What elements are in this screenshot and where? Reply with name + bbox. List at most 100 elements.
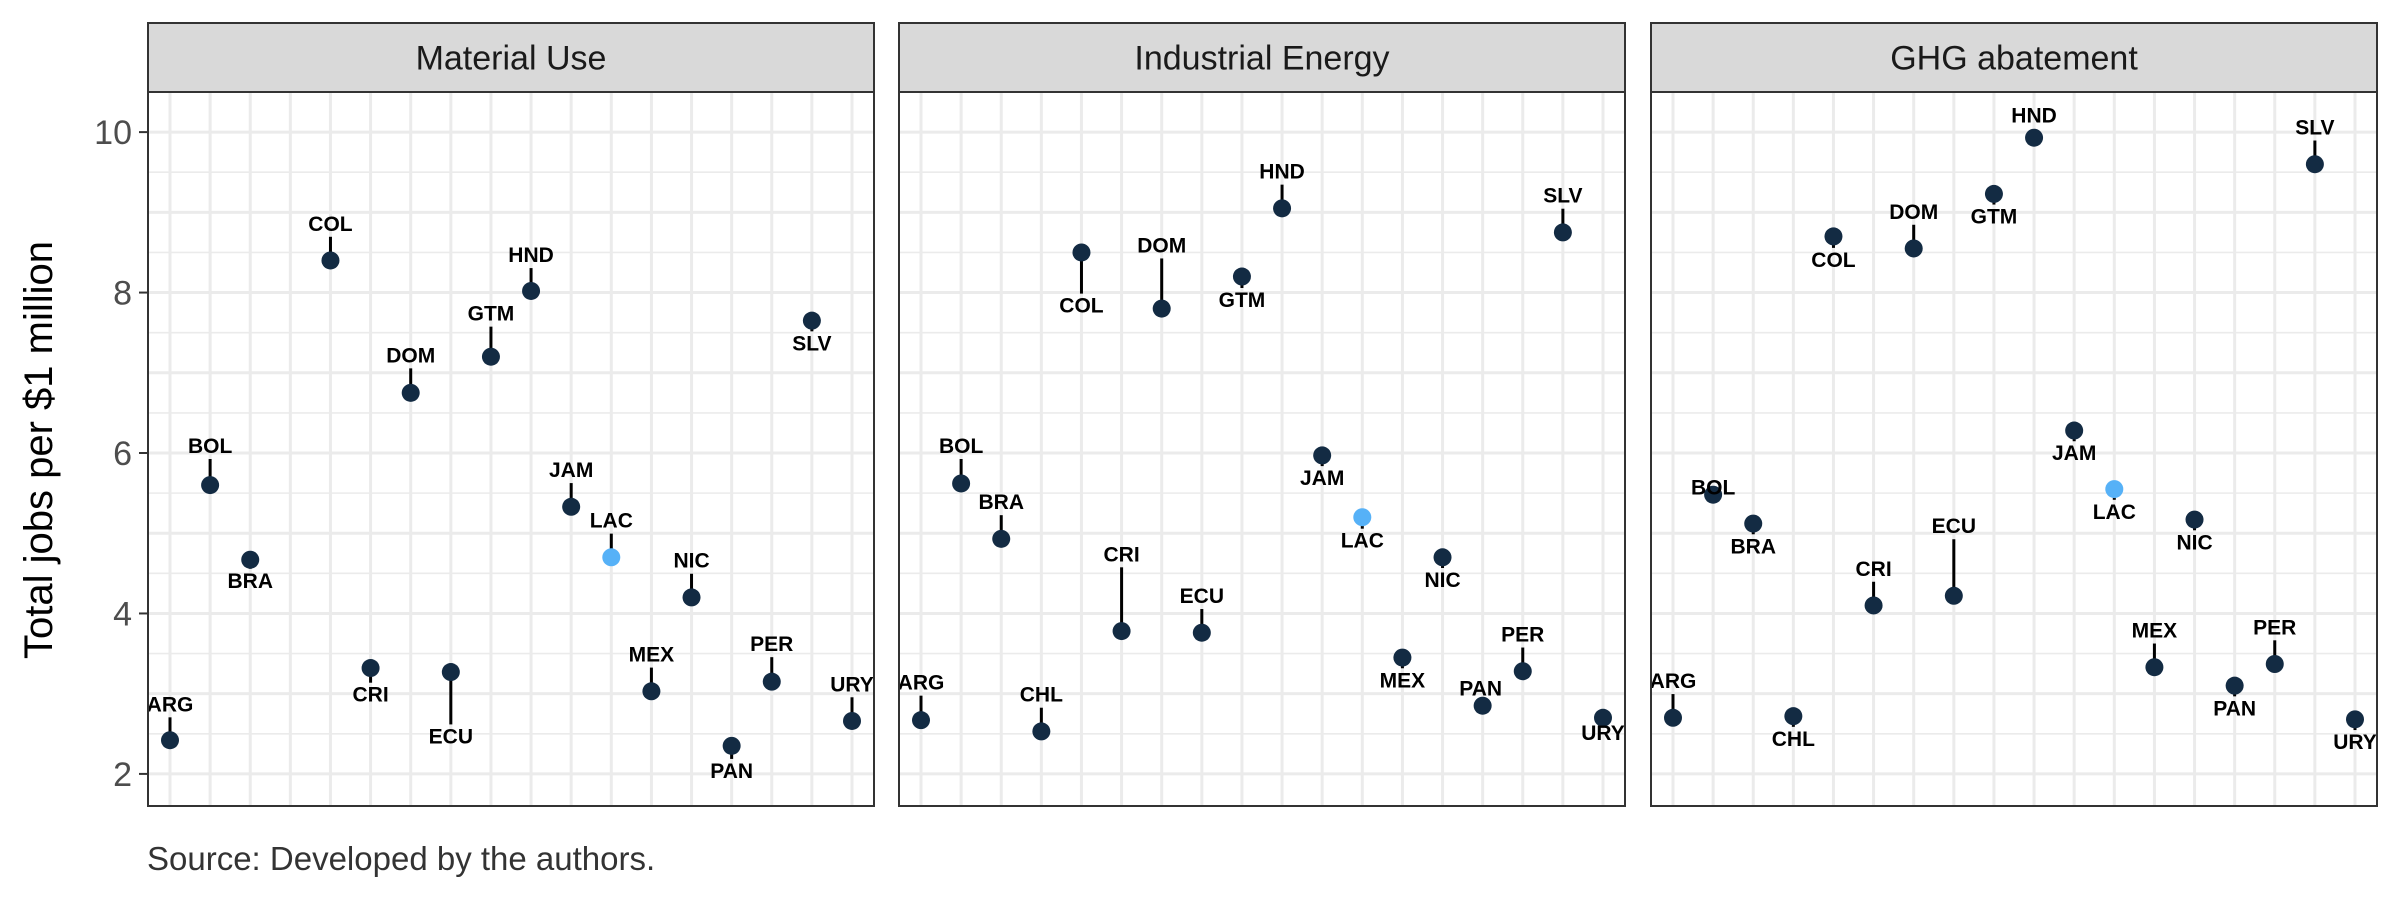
data-point-cri: [361, 659, 380, 678]
facet-strip: [147, 22, 875, 93]
y-tick-label: 10: [94, 114, 132, 152]
data-point-lac: [1353, 508, 1372, 527]
data-point-col: [321, 251, 340, 270]
point-label-nic: NIC: [2176, 531, 2212, 554]
data-point-cri: [1864, 596, 1883, 615]
data-point-pan: [1473, 696, 1492, 715]
y-tick-label: 8: [113, 275, 132, 313]
point-label-cri: CRI: [1104, 543, 1140, 566]
point-label-bol: BOL: [939, 435, 984, 458]
point-label-col: COL: [1059, 295, 1104, 318]
point-label-cri: CRI: [353, 684, 389, 707]
facet-panel: ARG BOL BRA COL CRI DOM ECU GTM HND JAM LAC NIC MEX P…: [147, 22, 875, 807]
data-point-nic: [1433, 548, 1452, 567]
point-label-pan: PAN: [1459, 677, 1502, 700]
data-point-arg: [912, 711, 930, 730]
point-label-hnd: HND: [508, 244, 554, 267]
point-label-arg: ARG: [898, 672, 945, 695]
point-label-nic: NIC: [673, 550, 709, 573]
point-label-hnd: HND: [1259, 161, 1305, 184]
data-point-hnd: [522, 281, 541, 300]
data-point-jam: [2065, 421, 2084, 440]
data-point-cri: [1112, 622, 1131, 641]
data-point-bra: [241, 550, 260, 569]
data-point-ecu: [1944, 586, 1963, 605]
data-point-nic: [2185, 510, 2204, 529]
data-point-mex: [1393, 648, 1412, 667]
data-point-mex: [2145, 658, 2164, 677]
facet-strip: [1650, 22, 2378, 93]
data-point-bra: [1744, 514, 1763, 533]
chart-caption: Source: Developed by the authors.: [147, 840, 655, 877]
panels-layer: 2 4 6 8 10 ARG BOL BRA COL CRI DOM ECU GTM HND JAM LAC N…: [94, 22, 2378, 807]
data-point-lac: [2105, 480, 2124, 499]
data-point-slv: [802, 311, 821, 330]
facet-strip-title: Industrial Energy: [1134, 40, 1389, 78]
point-label-ecu: ECU: [429, 725, 473, 748]
data-point-mex: [642, 682, 661, 701]
point-label-col: COL: [1811, 249, 1856, 272]
point-label-dom: DOM: [1137, 234, 1186, 257]
point-label-per: PER: [750, 633, 793, 656]
point-label-arg: ARG: [147, 693, 194, 716]
y-tick-label: 4: [113, 595, 132, 633]
data-point-gtm: [1232, 267, 1251, 286]
point-label-lac: LAC: [2093, 501, 2136, 524]
point-label-dom: DOM: [1889, 201, 1938, 224]
point-label-bra: BRA: [978, 491, 1024, 514]
point-label-gtm: GTM: [1971, 206, 2018, 229]
point-label-ury: URY: [2333, 731, 2377, 754]
point-label-mex: MEX: [1380, 669, 1426, 692]
data-point-col: [1824, 227, 1843, 246]
point-label-pan: PAN: [2213, 697, 2256, 720]
point-label-pan: PAN: [710, 760, 753, 783]
point-label-bol: BOL: [188, 435, 233, 458]
point-label-dom: DOM: [386, 344, 435, 367]
plot-background: [899, 92, 1625, 806]
data-point-bol: [952, 474, 971, 493]
y-axis-title: Total jobs per $1 million: [17, 241, 61, 659]
point-label-ecu: ECU: [1180, 585, 1224, 608]
point-label-slv: SLV: [792, 332, 831, 355]
data-point-slv: [1553, 223, 1572, 242]
point-label-gtm: GTM: [1219, 289, 1266, 312]
data-point-lac: [602, 548, 621, 567]
data-point-jam: [562, 497, 581, 516]
point-label-bol: BOL: [1691, 477, 1736, 500]
point-label-slv: SLV: [1543, 185, 1582, 208]
point-label-gtm: GTM: [468, 303, 515, 326]
point-label-mex: MEX: [629, 644, 675, 667]
y-tick-label: 2: [113, 756, 132, 794]
data-point-ecu: [441, 663, 460, 682]
data-point-dom: [401, 383, 420, 402]
point-label-jam: JAM: [1300, 467, 1344, 490]
point-label-bra: BRA: [1730, 535, 1776, 558]
data-point-arg: [1664, 708, 1682, 727]
data-point-jam: [1313, 446, 1332, 465]
point-label-bra: BRA: [227, 570, 273, 593]
data-point-dom: [1904, 239, 1923, 258]
data-point-arg: [161, 731, 179, 750]
data-point-slv: [2305, 155, 2324, 174]
point-label-hnd: HND: [2011, 104, 2057, 127]
plot-background: [1651, 92, 2377, 806]
data-point-chl: [1032, 722, 1051, 741]
data-point-ury: [1594, 708, 1612, 727]
data-point-per: [762, 672, 781, 691]
point-label-per: PER: [1501, 624, 1544, 647]
data-point-chl: [1784, 707, 1803, 726]
y-tick-label: 6: [113, 435, 132, 473]
point-label-arg: ARG: [1650, 670, 1697, 693]
point-label-cri: CRI: [1856, 558, 1892, 581]
data-point-ury: [843, 711, 861, 730]
data-point-bra: [992, 529, 1011, 548]
facet-strip: [898, 22, 1626, 93]
facet-panel: ARG BOL BRA CHL COL CRI DOM ECU GTM HND JAM LAC NIC M…: [898, 22, 1626, 807]
data-point-bol: [201, 476, 220, 495]
plot-background: [148, 92, 874, 806]
data-point-pan: [722, 736, 741, 755]
data-point-bol: [1704, 485, 1723, 504]
data-point-hnd: [2025, 128, 2044, 147]
data-point-per: [2265, 655, 2284, 674]
data-point-col: [1072, 243, 1091, 262]
